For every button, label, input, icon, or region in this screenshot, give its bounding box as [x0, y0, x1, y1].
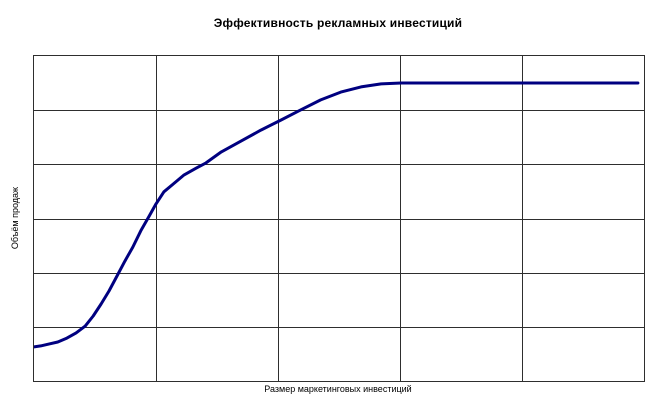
y-axis-label: Объём продаж [10, 186, 20, 249]
chart-title: Эффективность рекламных инвестиций [213, 16, 463, 30]
y-axis-label-container: Объём продаж [8, 55, 22, 380]
sales-curve-line [34, 81, 640, 349]
x-axis-label: Размер маркетинговых инвестиций [264, 384, 412, 394]
plot-area [33, 55, 645, 382]
gridlines [34, 56, 644, 381]
plot-svg [34, 56, 644, 381]
